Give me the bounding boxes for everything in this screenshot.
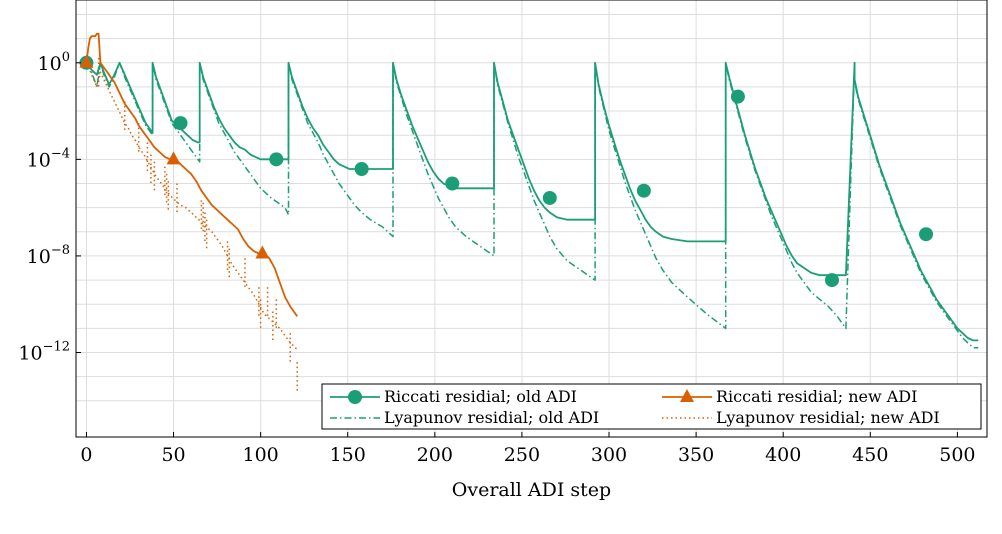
x-tick-label: 150: [330, 444, 366, 466]
legend-entry-label: Lyapunov residial; new ADI: [716, 408, 940, 427]
lyapunov-residial-old-adi-line: [85, 62, 979, 349]
riccati-old-marker: [824, 273, 839, 288]
riccati-new-marker: [79, 54, 94, 68]
plot-markers: [79, 54, 934, 288]
x-tick-label: 0: [80, 444, 92, 466]
riccati-old-marker: [445, 176, 460, 191]
legend-box: [321, 383, 982, 430]
y-tick-label: 100: [38, 50, 70, 75]
riccati-old-marker: [173, 116, 188, 131]
riccati-old-marker: [354, 162, 369, 177]
legend-entry-label: Riccati residial; old ADI: [384, 387, 577, 406]
lyapunov-residial-new-adi-line: [85, 62, 298, 351]
y-tick-label: 10−12: [18, 339, 70, 364]
legend: Riccati residial; old ADI Riccati residia…: [321, 383, 982, 430]
y-axis-ticks: 100 10−4 10−8 10−12: [18, 50, 81, 364]
x-tick-label: 100: [243, 444, 279, 466]
riccati-residial-new-adi-line: [85, 32, 298, 317]
riccati-old-marker: [269, 152, 284, 167]
legend-swatch-marker: [348, 390, 362, 404]
x-tick-label: 350: [678, 444, 714, 466]
x-tick-label: 200: [417, 444, 453, 466]
grid: [76, 0, 987, 437]
riccati-new-marker: [166, 151, 181, 165]
y-tick-label: 10−8: [27, 243, 70, 268]
plot-frame: [75, 0, 988, 438]
riccati-residial-old-adi-line: [85, 61, 979, 342]
x-tick-label: 450: [852, 444, 888, 466]
x-tick-label: 500: [939, 444, 975, 466]
x-tick-label: 250: [504, 444, 540, 466]
riccati-old-marker: [636, 183, 651, 198]
legend-entry-label: Riccati residial; new ADI: [716, 387, 917, 406]
y-tick-label: 10−4: [27, 146, 70, 171]
plot-series: [85, 32, 979, 392]
x-axis-ticks: 0 50 100 150 200 250 300 350 400 450 500: [80, 432, 976, 466]
riccati-old-marker: [919, 227, 934, 242]
x-tick-label: 400: [765, 444, 801, 466]
legend-swatch-marker: [680, 389, 694, 402]
riccati-new-marker: [255, 245, 270, 259]
legend-entry-label: Lyapunov residial; old ADI: [384, 408, 599, 427]
x-tick-label: 50: [161, 444, 185, 466]
x-tick-label: 300: [591, 444, 627, 466]
riccati-old-marker: [542, 190, 557, 205]
x-axis-label: Overall ADI step: [452, 479, 611, 501]
riccati-old-marker: [730, 89, 745, 104]
